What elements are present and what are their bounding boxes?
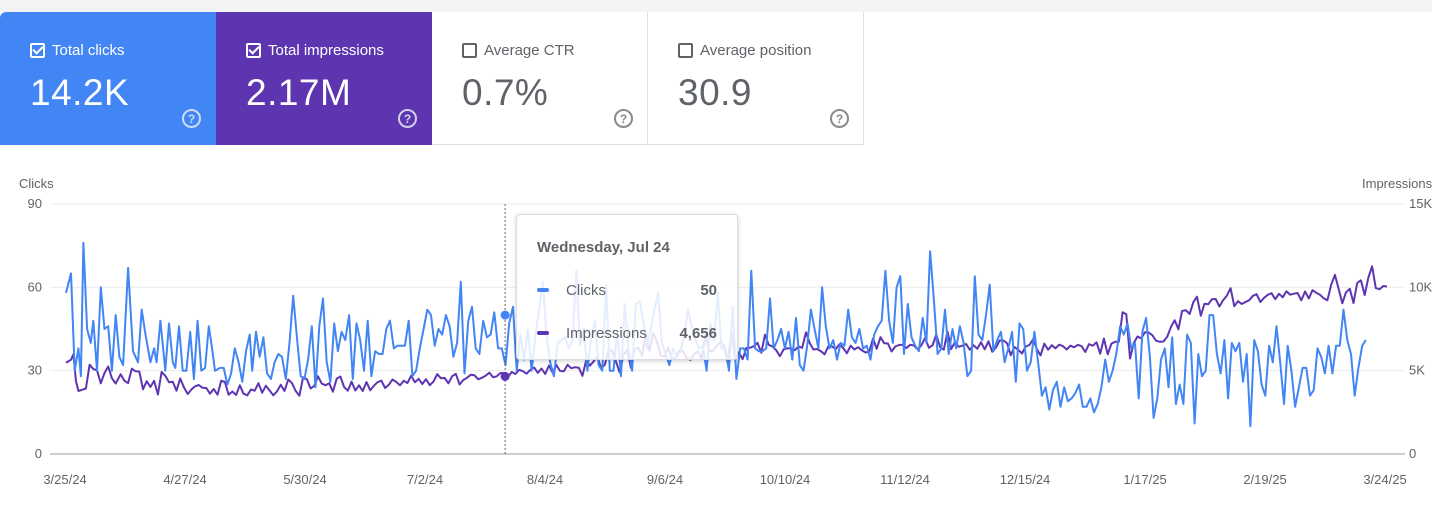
right-axis-label: Impressions [1362, 176, 1432, 191]
card-header: Total impressions [246, 42, 384, 59]
card-header: Average position [678, 42, 811, 59]
card-total-impressions[interactable]: Total impressions 2.17M ? [216, 12, 432, 145]
tooltip-row-impressions: Impressions 4,656 [537, 323, 717, 343]
hover-point-clicks [500, 310, 510, 320]
x-tick-label: 3/24/25 [1363, 472, 1406, 487]
tooltip-value: 4,656 [679, 324, 717, 342]
x-tick-label: 1/17/25 [1123, 472, 1166, 487]
left-tick-label: 60 [28, 279, 42, 294]
card-value: 0.7% [462, 72, 549, 113]
right-tick-label: 10K [1409, 279, 1432, 294]
card-value: 30.9 [678, 72, 753, 113]
right-tick-label: 5K [1409, 363, 1425, 378]
x-tick-label: 5/30/24 [283, 472, 326, 487]
hover-point-impressions [500, 371, 510, 381]
x-tick-label: 8/4/24 [527, 472, 563, 487]
tooltip-date: Wednesday, Jul 24 [537, 239, 670, 256]
card-average-ctr[interactable]: Average CTR 0.7% ? [432, 12, 648, 145]
checkbox-unchecked-icon[interactable] [462, 43, 477, 58]
card-value: 2.17M [246, 72, 352, 113]
tooltip-value: 50 [700, 281, 717, 299]
card-header: Total clicks [30, 42, 125, 59]
left-tick-label: 30 [28, 363, 42, 378]
tooltip-row-clicks: Clicks 50 [537, 280, 717, 300]
right-tick-label: 15K [1409, 196, 1432, 211]
left-tick-label: 0 [35, 446, 42, 461]
tooltip-label: Impressions [566, 324, 647, 342]
card-average-position[interactable]: Average position 30.9 ? [648, 12, 864, 145]
x-tick-label: 4/27/24 [163, 472, 206, 487]
card-total-clicks[interactable]: Total clicks 14.2K ? [0, 12, 216, 145]
card-value: 14.2K [30, 72, 130, 113]
x-tick-label: 9/6/24 [647, 472, 683, 487]
checkbox-checked-icon[interactable] [30, 43, 45, 58]
top-band [0, 0, 1432, 12]
checkbox-checked-icon[interactable] [246, 43, 261, 58]
series-swatch [537, 331, 549, 335]
x-tick-label: 3/25/24 [43, 472, 86, 487]
help-icon[interactable]: ? [830, 109, 849, 128]
help-icon[interactable]: ? [398, 109, 417, 128]
left-tick-label: 90 [28, 196, 42, 211]
chart-tooltip: Wednesday, Jul 24 Clicks 50 Impressions … [516, 214, 738, 360]
x-tick-label: 7/2/24 [407, 472, 443, 487]
help-icon[interactable]: ? [614, 109, 633, 128]
checkbox-unchecked-icon[interactable] [678, 43, 693, 58]
series-swatch [537, 288, 549, 292]
metric-cards: Total clicks 14.2K ? Total impressions 2… [0, 12, 864, 145]
card-label: Total impressions [268, 42, 384, 59]
tooltip-label: Clicks [566, 281, 606, 299]
right-tick-label: 0 [1409, 446, 1416, 461]
x-tick-label: 11/12/24 [880, 472, 930, 487]
card-label: Average position [700, 42, 812, 59]
card-label: Total clicks [52, 42, 125, 59]
card-header: Average CTR [462, 42, 575, 59]
x-tick-label: 10/10/24 [760, 472, 811, 487]
left-axis-label: Clicks [19, 176, 54, 191]
help-icon[interactable]: ? [182, 109, 201, 128]
x-tick-label: 2/19/25 [1243, 472, 1286, 487]
card-label: Average CTR [484, 42, 575, 59]
x-tick-label: 12/15/24 [1000, 472, 1051, 487]
